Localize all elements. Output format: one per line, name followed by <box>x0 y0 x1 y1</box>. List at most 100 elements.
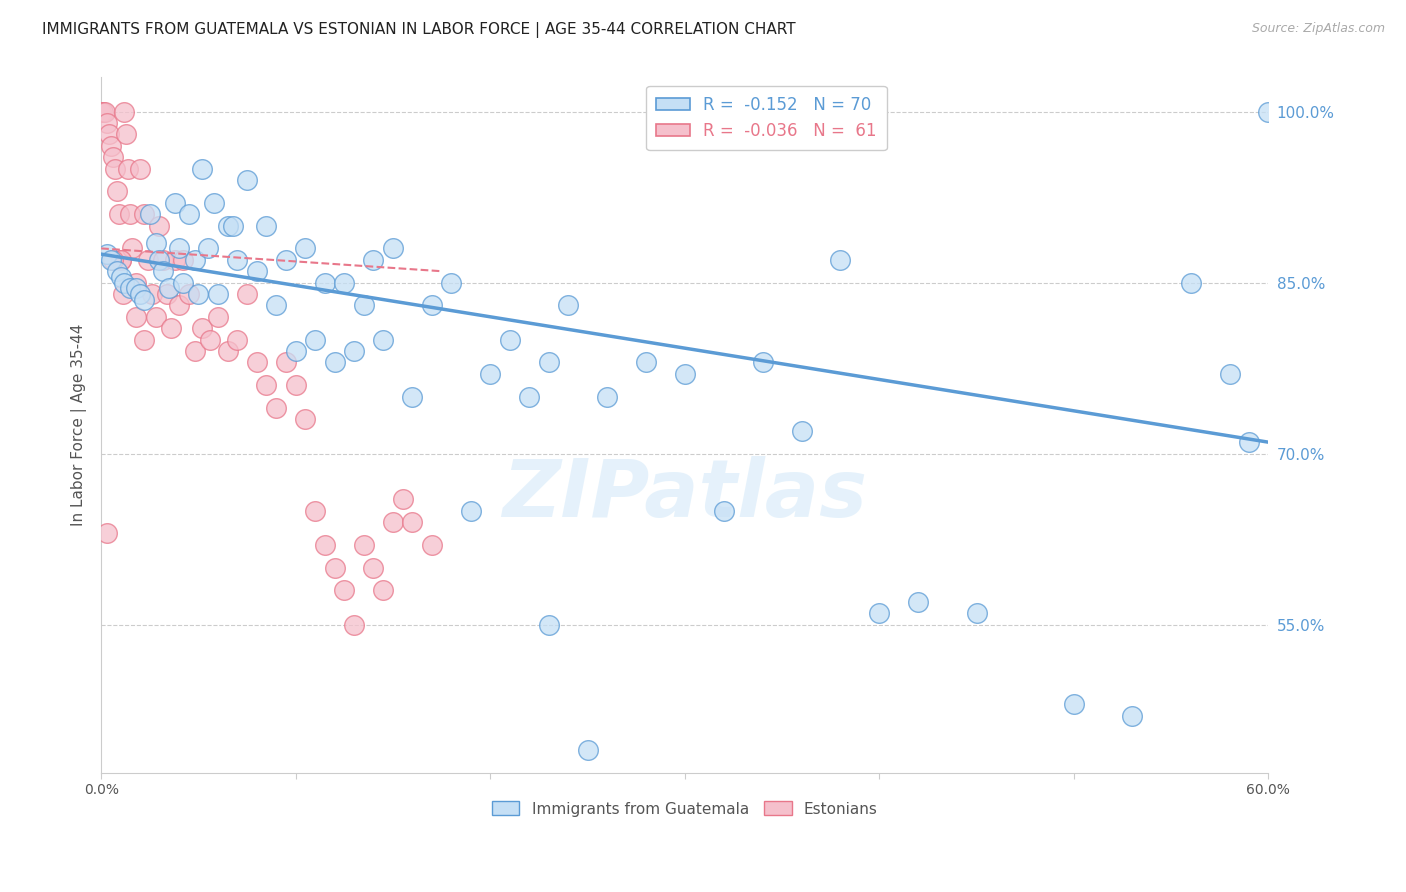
Point <box>110 269 132 284</box>
Point <box>420 298 443 312</box>
Point <box>114 104 136 119</box>
Point <box>96 116 118 130</box>
Point <box>105 264 128 278</box>
Point <box>157 281 180 295</box>
Legend: Immigrants from Guatemala, Estonians: Immigrants from Guatemala, Estonians <box>484 794 886 824</box>
Point <box>401 390 423 404</box>
Point <box>256 378 278 392</box>
Point <box>129 161 152 176</box>
Point <box>172 276 194 290</box>
Point <box>537 355 560 369</box>
Point <box>183 343 205 358</box>
Point <box>165 252 187 267</box>
Point <box>132 293 155 307</box>
Point <box>363 560 385 574</box>
Point <box>1257 104 1279 119</box>
Point <box>177 207 200 221</box>
Point <box>110 252 132 267</box>
Point <box>101 150 124 164</box>
Point <box>197 241 219 255</box>
Point <box>148 219 170 233</box>
Point <box>373 583 395 598</box>
Point <box>125 281 148 295</box>
Point <box>420 538 443 552</box>
Point <box>751 355 773 369</box>
Point <box>246 264 269 278</box>
Point <box>114 276 136 290</box>
Point <box>148 252 170 267</box>
Point <box>183 252 205 267</box>
Point <box>105 185 128 199</box>
Point <box>145 310 167 324</box>
Point <box>353 298 375 312</box>
Point <box>139 207 162 221</box>
Point <box>460 503 482 517</box>
Point <box>120 207 142 221</box>
Text: IMMIGRANTS FROM GUATEMALA VS ESTONIAN IN LABOR FORCE | AGE 35-44 CORRELATION CHA: IMMIGRANTS FROM GUATEMALA VS ESTONIAN IN… <box>42 22 796 38</box>
Point <box>274 355 297 369</box>
Point <box>557 298 579 312</box>
Point <box>343 343 366 358</box>
Point <box>1121 708 1143 723</box>
Point <box>314 276 336 290</box>
Point <box>226 333 249 347</box>
Point <box>152 264 174 278</box>
Point <box>401 515 423 529</box>
Point <box>236 173 259 187</box>
Point <box>129 287 152 301</box>
Point <box>440 276 463 290</box>
Point <box>97 128 120 142</box>
Point <box>830 252 852 267</box>
Point <box>323 355 346 369</box>
Point <box>264 298 287 312</box>
Point <box>381 515 404 529</box>
Point <box>294 412 316 426</box>
Point <box>115 128 138 142</box>
Point <box>132 207 155 221</box>
Point <box>479 367 502 381</box>
Point <box>274 252 297 267</box>
Point <box>160 321 183 335</box>
Text: Source: ZipAtlas.com: Source: ZipAtlas.com <box>1251 22 1385 36</box>
Point <box>167 241 190 255</box>
Point <box>100 138 122 153</box>
Point <box>104 161 127 176</box>
Point <box>217 219 239 233</box>
Point <box>172 252 194 267</box>
Point <box>226 252 249 267</box>
Point <box>141 287 163 301</box>
Point <box>90 104 112 119</box>
Point <box>198 333 221 347</box>
Point <box>323 560 346 574</box>
Point <box>217 343 239 358</box>
Point <box>333 583 356 598</box>
Point <box>966 606 988 620</box>
Point <box>125 276 148 290</box>
Point <box>264 401 287 415</box>
Point <box>167 298 190 312</box>
Point <box>107 207 129 221</box>
Point <box>391 492 413 507</box>
Point <box>517 390 540 404</box>
Point <box>191 161 214 176</box>
Point <box>156 287 179 301</box>
Point <box>537 617 560 632</box>
Point <box>333 276 356 290</box>
Point <box>152 252 174 267</box>
Point <box>868 606 890 620</box>
Point <box>132 333 155 347</box>
Point <box>304 333 326 347</box>
Point <box>246 355 269 369</box>
Point <box>314 538 336 552</box>
Point <box>120 281 142 295</box>
Point <box>136 252 159 267</box>
Point <box>191 321 214 335</box>
Point <box>1237 435 1260 450</box>
Point <box>117 161 139 176</box>
Point <box>673 367 696 381</box>
Point <box>236 287 259 301</box>
Point <box>202 195 225 210</box>
Point <box>256 219 278 233</box>
Point <box>576 743 599 757</box>
Point <box>284 343 307 358</box>
